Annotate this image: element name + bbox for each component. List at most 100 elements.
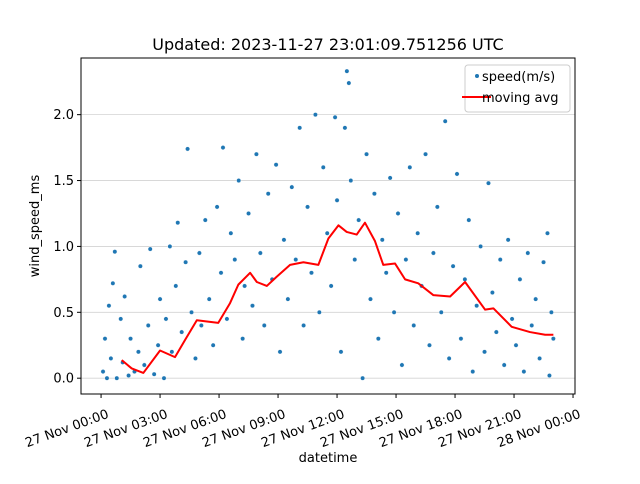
scatter-point bbox=[525, 250, 531, 256]
scatter-point bbox=[411, 323, 417, 328]
scatter-point bbox=[246, 211, 251, 216]
scatter-point bbox=[395, 211, 401, 216]
scatter-point bbox=[320, 164, 326, 170]
scatter-point bbox=[344, 68, 350, 74]
scatter-point bbox=[112, 249, 118, 255]
scatter-point bbox=[232, 257, 238, 262]
scatter-point bbox=[470, 369, 476, 374]
scatter-point bbox=[206, 296, 212, 302]
scatter-point bbox=[198, 323, 204, 328]
scatter-point bbox=[137, 263, 143, 269]
scatter-point bbox=[346, 80, 352, 86]
scatter-point bbox=[128, 336, 133, 342]
scatter-point bbox=[364, 151, 369, 157]
scatter-point bbox=[285, 296, 291, 302]
scatter-point bbox=[175, 220, 181, 226]
scatter-point bbox=[482, 349, 487, 355]
scatter-point bbox=[403, 257, 409, 262]
scatter-point bbox=[360, 375, 366, 381]
scatter-point bbox=[490, 290, 495, 295]
scatter-point bbox=[196, 250, 202, 256]
scatter-point bbox=[104, 375, 110, 381]
scatter-point bbox=[497, 257, 503, 262]
scatter-point bbox=[431, 250, 436, 256]
moving-avg-line bbox=[121, 221, 554, 374]
scatter-point bbox=[301, 323, 307, 328]
scatter-point bbox=[415, 230, 421, 236]
scatter-point bbox=[509, 316, 515, 322]
scatter-point bbox=[474, 303, 480, 309]
scatter-point bbox=[257, 250, 263, 256]
scatter-point bbox=[242, 283, 248, 289]
scatter-point bbox=[458, 336, 464, 342]
scatter-point bbox=[100, 369, 106, 374]
scatter-point bbox=[352, 257, 358, 262]
legend-marker-speed bbox=[475, 74, 479, 78]
scatter-point bbox=[328, 283, 334, 289]
scatter-point bbox=[537, 356, 543, 361]
scatter-point bbox=[547, 373, 552, 378]
scatter-point bbox=[185, 146, 190, 152]
scatter-point bbox=[450, 263, 456, 269]
scatter-point bbox=[151, 371, 157, 377]
scatter-point bbox=[102, 336, 108, 342]
scatter-point bbox=[236, 178, 242, 183]
scatter-point bbox=[550, 336, 556, 342]
scatter-point bbox=[379, 237, 385, 243]
scatter-point bbox=[218, 270, 224, 276]
scatter-point bbox=[501, 362, 507, 368]
scatter-point bbox=[462, 276, 468, 282]
scatter-point bbox=[228, 230, 234, 236]
scatter-point bbox=[250, 303, 255, 309]
scatter-point bbox=[446, 356, 452, 361]
legend: speed(m/s) moving avg bbox=[462, 64, 571, 113]
scatter-point bbox=[167, 244, 173, 249]
scatter-point bbox=[434, 204, 440, 210]
scatter-point bbox=[338, 349, 344, 355]
scatter-point bbox=[114, 375, 120, 381]
plot-frame bbox=[80, 57, 576, 395]
scatter-point bbox=[541, 259, 546, 265]
y-axis-label: wind_speed_ms bbox=[28, 175, 43, 278]
scatter-point bbox=[210, 342, 216, 348]
scatter-point bbox=[126, 373, 131, 378]
scatter-point bbox=[466, 217, 472, 223]
scatter-point bbox=[313, 112, 318, 118]
scatter-point bbox=[442, 118, 448, 124]
scatter-point bbox=[220, 145, 226, 151]
scatter-point bbox=[183, 259, 189, 265]
scatter-point bbox=[529, 323, 535, 328]
scatter-point bbox=[517, 276, 523, 282]
scatter-point bbox=[533, 296, 539, 302]
scatter-point bbox=[387, 175, 393, 181]
scatter-point bbox=[297, 125, 303, 131]
scatter-point bbox=[169, 349, 175, 355]
y-tick-label: 1.5 bbox=[53, 174, 74, 189]
y-axis: 0.0 0.5 1.0 1.5 2.0 bbox=[53, 108, 81, 387]
scatter-point bbox=[348, 178, 354, 183]
legend-label-speed: speed(m/s) bbox=[482, 70, 555, 85]
scatter-point bbox=[224, 316, 230, 322]
scatter-point bbox=[254, 151, 259, 157]
scatter-point bbox=[106, 303, 112, 309]
scatter-point bbox=[193, 356, 198, 361]
scatter-point bbox=[110, 280, 116, 286]
scatter-point bbox=[342, 125, 348, 131]
legend-box bbox=[464, 64, 571, 113]
scatter-point bbox=[173, 283, 179, 289]
scatter-point bbox=[202, 217, 208, 223]
scatter-point bbox=[141, 362, 147, 368]
scatter-point bbox=[324, 230, 330, 236]
scatter-point bbox=[427, 342, 432, 348]
scatter-point bbox=[486, 180, 491, 186]
scatter-point bbox=[334, 197, 340, 203]
scatter-point bbox=[305, 204, 310, 210]
x-axis-label: datetime bbox=[299, 451, 358, 466]
scatter-point bbox=[145, 323, 151, 328]
scatter-point bbox=[438, 309, 444, 315]
scatter-point bbox=[368, 296, 373, 302]
scatter-point bbox=[289, 184, 295, 190]
scatter-point bbox=[493, 329, 499, 335]
